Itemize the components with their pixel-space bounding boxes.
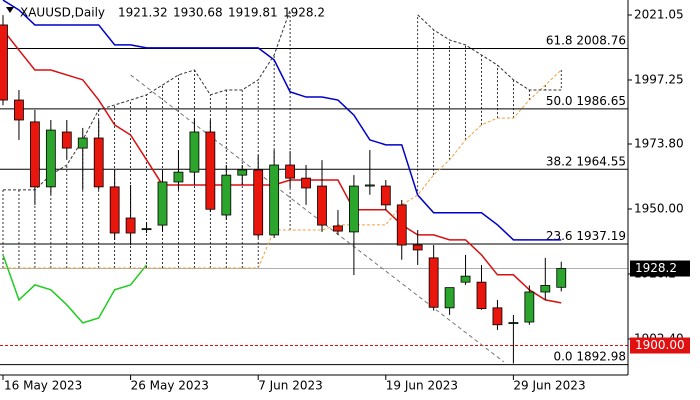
indicator-line	[2, 254, 148, 324]
candle-body	[301, 177, 311, 189]
candle-body	[253, 169, 264, 236]
candle-body	[93, 137, 104, 188]
symbol-title: XAUUSD,Daily	[20, 6, 105, 20]
price-tag-label: 1928.2	[635, 261, 677, 275]
fib-label: 61.8 2008.76	[546, 33, 626, 47]
alert-tag-label: 1900.00	[635, 338, 685, 352]
ohlc-high: 1930.68	[173, 6, 223, 20]
x-tick-label: 7 Jun 2023	[258, 379, 323, 393]
fib-label: 23.6 1937.19	[546, 228, 626, 242]
fib-price: 1986.65	[576, 93, 626, 107]
candle-body	[348, 185, 359, 233]
fib-price: 1964.55	[576, 154, 626, 168]
trendline	[130, 74, 505, 363]
candle-body	[45, 129, 56, 188]
x-tick-label: 26 May 2023	[131, 379, 209, 393]
candle-body	[141, 228, 152, 231]
candle-body	[14, 99, 24, 121]
fib-ratio: 23.6	[546, 228, 573, 242]
y-tick-label: 1950.00	[634, 201, 684, 215]
indicator-line	[2, 29, 562, 304]
candle-body	[412, 244, 423, 251]
alert-tag	[630, 337, 690, 354]
plot-area: 61.8 2008.76 50.0 1986.65 38.2 1964.55 23.6…	[0, 0, 628, 366]
candle-body	[492, 307, 503, 326]
fib-price: 1937.19	[576, 228, 626, 242]
candle-body	[333, 225, 343, 232]
fib-ratio: 50.0	[546, 93, 573, 107]
y-tick-label: 2021.05	[634, 7, 684, 21]
candle-body	[109, 186, 120, 234]
candle-body	[364, 184, 375, 187]
candle-body	[77, 137, 88, 149]
fib-ratio: 0.0	[553, 349, 572, 363]
candle-body	[61, 131, 72, 149]
menu-icon	[6, 7, 14, 13]
candle-body	[29, 121, 40, 188]
candle-body	[317, 185, 327, 226]
y-tick-label: 1997.25	[634, 72, 684, 86]
x-tick-label: 19 Jun 2023	[386, 379, 458, 393]
candle-body	[540, 285, 551, 293]
candle-body	[556, 268, 567, 288]
fib-label: 38.2 1964.55	[546, 154, 626, 168]
candle-body	[285, 164, 296, 179]
fib-ratio: 38.2	[546, 154, 573, 168]
candle-body	[428, 257, 439, 308]
ohlc-close: 1928.2	[283, 6, 325, 20]
candle-body	[173, 171, 184, 183]
candle-body	[396, 204, 407, 246]
candle-body	[189, 131, 200, 173]
fib-price: 2008.76	[576, 33, 626, 47]
candle-body	[0, 24, 8, 101]
candle-body	[125, 217, 136, 234]
y-tick-label: 1973.80	[634, 137, 684, 151]
candle-body	[157, 181, 168, 226]
fib-ratio: 61.8	[546, 33, 573, 47]
candle-body	[476, 281, 487, 310]
ohlc-low: 1919.81	[228, 6, 278, 20]
fib-label: 0.0 1892.98	[553, 349, 626, 363]
indicator-line	[2, 0, 562, 241]
candle-body	[460, 275, 471, 283]
candle-body	[269, 164, 280, 236]
fib-label: 50.0 1986.65	[546, 93, 626, 107]
fib-price: 1892.98	[576, 349, 626, 363]
candle-body	[205, 131, 216, 210]
price-tag	[630, 260, 690, 277]
candle-body	[508, 322, 519, 324]
candle-body	[237, 169, 248, 176]
candle-body	[524, 291, 535, 323]
candle-body	[221, 174, 232, 216]
candle-body	[380, 185, 391, 206]
candle-body	[444, 287, 455, 309]
indicator-line	[3, 9, 562, 191]
ohlc-open: 1921.32	[118, 6, 168, 20]
x-tick-label: 29 Jun 2023	[513, 379, 585, 393]
x-tick-label: 16 May 2023	[4, 379, 82, 393]
